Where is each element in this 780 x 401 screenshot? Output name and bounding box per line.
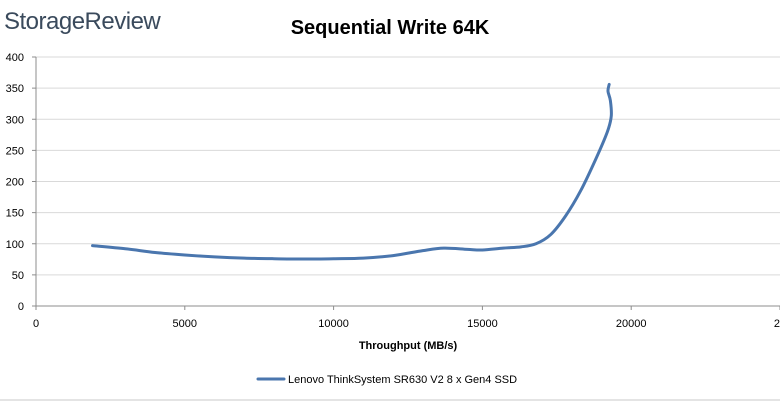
y-tick-label-3: 150 — [6, 208, 24, 220]
series-line-0 — [91, 82, 613, 261]
y-tick-label-5: 250 — [6, 145, 24, 157]
x-tick-label-5: 25 — [774, 318, 780, 330]
y-tick-labels: 0 50 100 150 200 250 300 350 400 — [6, 52, 36, 313]
y-tick-label-0: 0 — [18, 301, 24, 313]
brand-logo-text: StorageReview — [4, 8, 161, 35]
series-layer — [91, 82, 613, 261]
legend: Lenovo ThinkSystem SR630 V2 8 x Gen4 SSD — [256, 374, 517, 386]
y-tick-label-2: 100 — [6, 239, 24, 251]
gridlines — [36, 56, 780, 276]
chart-title: Sequential Write 64K — [291, 17, 490, 39]
x-tick-label-3: 15000 — [467, 318, 498, 330]
x-tick-label-1: 5000 — [173, 318, 197, 330]
legend-label: Lenovo ThinkSystem SR630 V2 8 x Gen4 SSD — [288, 374, 517, 386]
y-tick-label-7: 350 — [6, 83, 24, 95]
y-tick-label-6: 300 — [6, 114, 24, 126]
plot-area: 0 50 100 150 200 250 300 350 400 0 5000 10000 15000… — [6, 52, 780, 330]
x-tick-label-0: 0 — [33, 318, 39, 330]
x-tick-label-4: 20000 — [616, 318, 647, 330]
x-tick-label-2: 10000 — [318, 318, 349, 330]
x-axis-label: Throughput (MB/s) — [359, 340, 458, 352]
y-tick-label-4: 200 — [6, 177, 24, 189]
y-tick-label-8: 400 — [6, 52, 24, 64]
y-tick-label-1: 50 — [12, 270, 24, 282]
x-tick-labels: 0 5000 10000 15000 20000 25 — [33, 306, 780, 330]
